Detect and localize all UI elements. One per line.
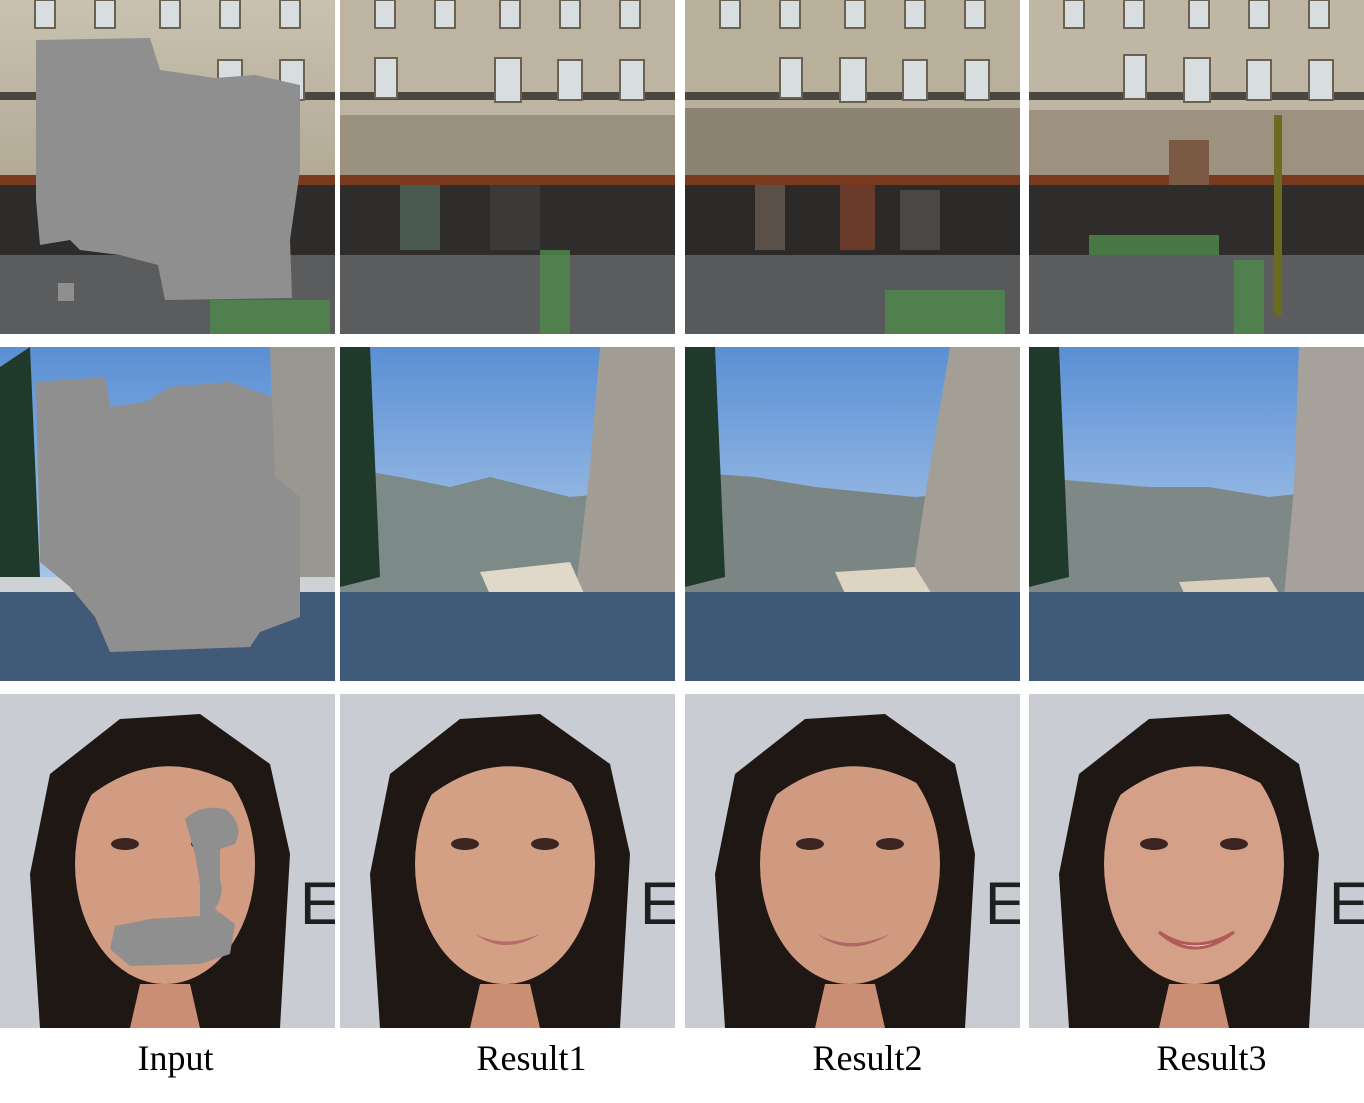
landscape-result3-image [1029, 347, 1364, 681]
face-result1-image: E [340, 694, 675, 1028]
svg-text:E: E [300, 870, 335, 937]
street-result2-image [685, 0, 1020, 334]
column-label-result1: Result1 [476, 1038, 587, 1078]
mask-region [36, 38, 300, 300]
face-result2-image: E [685, 694, 1020, 1028]
street-input-image [0, 0, 335, 334]
face-result3-image: E [1029, 694, 1364, 1028]
column-label-result3: Result3 [1156, 1038, 1267, 1078]
mask-region [36, 377, 300, 652]
street-result1-image [340, 0, 675, 334]
svg-text:E: E [640, 870, 675, 937]
landscape-input-image [0, 347, 335, 681]
face-input-image: E [0, 694, 335, 1028]
landscape-result1-image [340, 347, 675, 681]
column-label-input: Input [137, 1038, 214, 1078]
mask-region [110, 807, 239, 966]
street-result3-image [1029, 0, 1364, 334]
landscape-result2-image [685, 347, 1020, 681]
svg-text:E: E [1329, 870, 1364, 937]
column-label-result2: Result2 [812, 1038, 923, 1078]
svg-text:E: E [985, 870, 1020, 937]
image-grid: E E [0, 0, 1364, 1028]
